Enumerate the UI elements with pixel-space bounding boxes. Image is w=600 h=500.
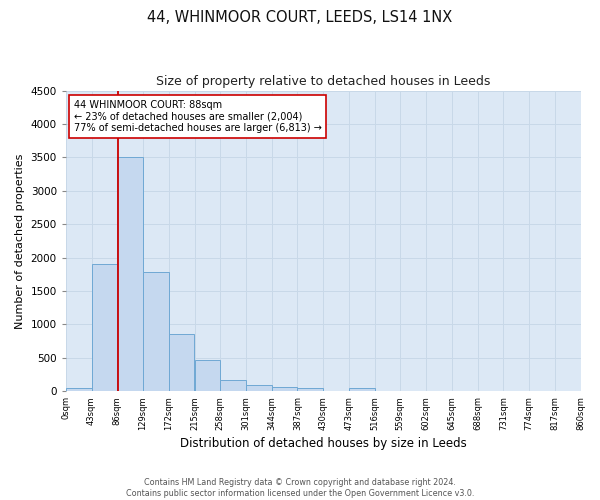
Bar [169,334,194,391]
Y-axis label: Number of detached properties: Number of detached properties [15,153,25,328]
Bar [143,272,169,391]
Bar [246,385,272,391]
Text: 44 WHINMOOR COURT: 88sqm
← 23% of detached houses are smaller (2,004)
77% of sem: 44 WHINMOOR COURT: 88sqm ← 23% of detach… [74,100,322,133]
Title: Size of property relative to detached houses in Leeds: Size of property relative to detached ho… [156,75,490,88]
Bar [349,388,374,391]
Bar [118,158,143,391]
Bar [220,380,246,391]
Bar [194,360,220,391]
X-axis label: Distribution of detached houses by size in Leeds: Distribution of detached houses by size … [180,437,467,450]
Text: Contains HM Land Registry data © Crown copyright and database right 2024.
Contai: Contains HM Land Registry data © Crown c… [126,478,474,498]
Bar [92,264,118,391]
Bar [298,388,323,391]
Bar [272,387,298,391]
Text: 44, WHINMOOR COURT, LEEDS, LS14 1NX: 44, WHINMOOR COURT, LEEDS, LS14 1NX [148,10,452,25]
Bar [66,388,92,391]
